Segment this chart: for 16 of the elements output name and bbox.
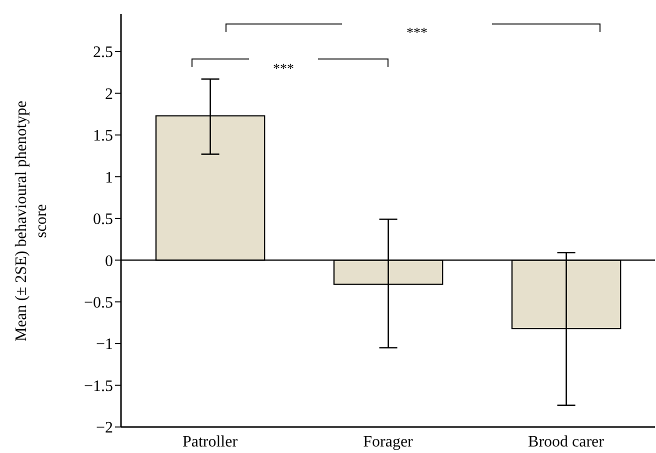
y-axis-title: Mean (± 2SE) behavioural phenotype score (12, 100, 51, 341)
y-tick-label: 2 (105, 86, 113, 103)
x-tick-label: Patroller (182, 433, 238, 450)
x-tick-label: Brood carer (528, 433, 605, 450)
x-tick-label: Forager (363, 433, 414, 450)
y-tick-label: 0.5 (93, 211, 113, 228)
y-tick-label: −0.5 (84, 294, 113, 312)
y-tick-label: 1.5 (93, 128, 113, 145)
y-tick-label: −1 (96, 336, 113, 354)
y-tick-label: −1.5 (84, 378, 113, 395)
annotation: *** (273, 62, 294, 77)
y-tick-label: 2.5 (93, 44, 113, 62)
annotation: *** (406, 26, 428, 41)
y-tick-label: −2 (96, 420, 113, 437)
y-tick-label: 0 (105, 252, 113, 270)
y-tick-label: 1 (105, 169, 113, 186)
